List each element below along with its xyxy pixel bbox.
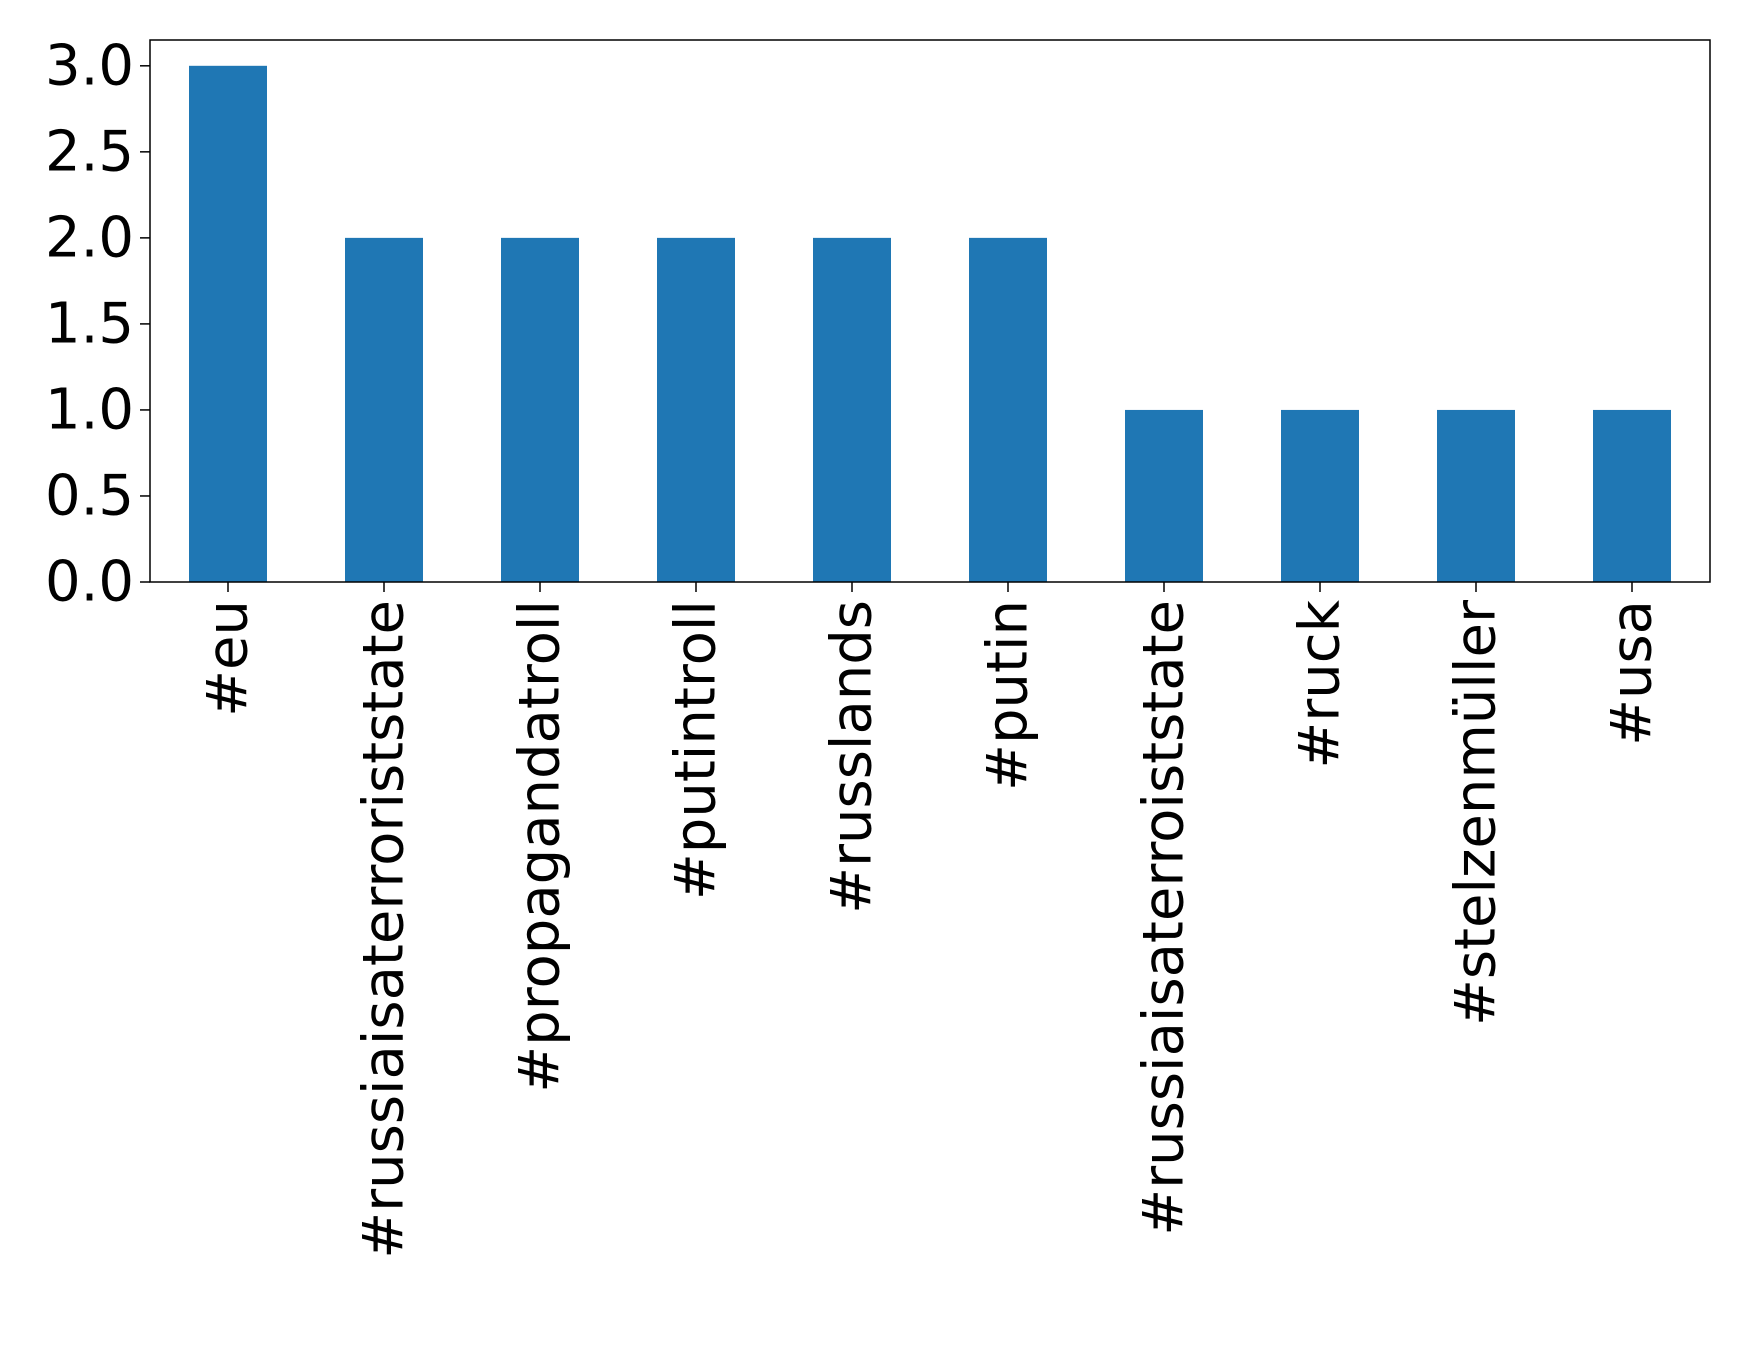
plot-frame	[149, 39, 1711, 583]
bar-4	[813, 237, 891, 582]
x-tick-label: #usa	[1600, 600, 1665, 746]
x-tick-label: #russiaisaterroiststate	[1132, 600, 1197, 1236]
bar-8	[1437, 409, 1515, 582]
y-tick-label: 2.0	[45, 205, 134, 270]
bar-6	[1125, 409, 1203, 582]
x-tick-label: #ruck	[1288, 599, 1353, 768]
bar-0	[189, 65, 267, 582]
y-tick-label: 3.0	[45, 33, 134, 98]
y-tick-label: 1.5	[45, 291, 134, 356]
x-tick-label: #russlands	[820, 600, 885, 914]
bar-2	[501, 237, 579, 582]
x-tick-label: #propagandatroll	[508, 600, 573, 1093]
y-tick-label: 0.5	[45, 463, 134, 528]
bar-5	[969, 237, 1047, 582]
bars-layer	[189, 65, 1671, 582]
x-tick-label: #putintroll	[664, 600, 729, 900]
bar-9	[1593, 409, 1671, 582]
y-tick-label: 1.0	[45, 377, 134, 442]
bar-7	[1281, 409, 1359, 582]
y-tick-label: 2.5	[45, 119, 134, 184]
x-tick-label: #russiaisaterroriststate	[352, 600, 417, 1259]
x-axis: #eu #russiaisaterroriststate #propagandatr…	[196, 582, 1665, 1259]
bar-1	[345, 237, 423, 582]
x-tick-label: #eu	[196, 600, 261, 717]
x-tick-label: #putin	[976, 600, 1041, 791]
y-axis: 0.0 0.5 1.0 1.5 2.0 2.5 3.0	[45, 33, 150, 615]
y-tick-label: 0.0	[45, 550, 134, 615]
x-tick-label: #stelzenmüller	[1444, 599, 1509, 1026]
bar-3	[657, 237, 735, 582]
